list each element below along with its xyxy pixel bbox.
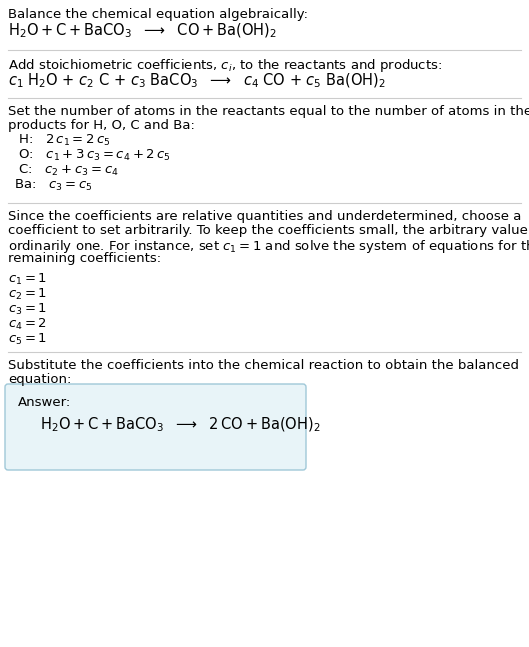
Text: Add stoichiometric coefficients, $c_i$, to the reactants and products:: Add stoichiometric coefficients, $c_i$, … — [8, 57, 442, 74]
Text: $c_4 = 2$: $c_4 = 2$ — [8, 317, 47, 332]
Text: coefficient to set arbitrarily. To keep the coefficients small, the arbitrary va: coefficient to set arbitrarily. To keep … — [8, 224, 529, 237]
Text: Since the coefficients are relative quantities and underdetermined, choose a: Since the coefficients are relative quan… — [8, 210, 522, 223]
Text: $c_3 = 1$: $c_3 = 1$ — [8, 302, 47, 317]
Text: Set the number of atoms in the reactants equal to the number of atoms in the: Set the number of atoms in the reactants… — [8, 105, 529, 118]
Text: H:   $2\,c_1 = 2\,c_5$: H: $2\,c_1 = 2\,c_5$ — [14, 133, 111, 148]
Text: $\mathregular{H_2O + C + BaCO_3}$  $\longrightarrow$  $\mathregular{CO + Ba(OH)_: $\mathregular{H_2O + C + BaCO_3}$ $\long… — [8, 22, 277, 40]
Text: Answer:: Answer: — [18, 396, 71, 409]
Text: remaining coefficients:: remaining coefficients: — [8, 252, 161, 265]
Text: O:   $c_1 + 3\,c_3 = c_4 + 2\,c_5$: O: $c_1 + 3\,c_3 = c_4 + 2\,c_5$ — [14, 148, 170, 163]
Text: Substitute the coefficients into the chemical reaction to obtain the balanced: Substitute the coefficients into the che… — [8, 359, 519, 372]
Text: equation:: equation: — [8, 373, 71, 386]
Text: $c_1 = 1$: $c_1 = 1$ — [8, 272, 47, 287]
Text: $c_1$ $\mathregular{H_2O}$ + $c_2$ C + $c_3$ $\mathregular{BaCO_3}$  $\longright: $c_1$ $\mathregular{H_2O}$ + $c_2$ C + $… — [8, 72, 386, 91]
Text: C:   $c_2 + c_3 = c_4$: C: $c_2 + c_3 = c_4$ — [14, 163, 119, 178]
Text: $c_5 = 1$: $c_5 = 1$ — [8, 332, 47, 347]
Text: products for H, O, C and Ba:: products for H, O, C and Ba: — [8, 119, 195, 132]
Text: Balance the chemical equation algebraically:: Balance the chemical equation algebraica… — [8, 8, 308, 21]
Text: $\mathregular{H_2O + C + BaCO_3}$  $\longrightarrow$  $\mathregular{2\,CO + Ba(O: $\mathregular{H_2O + C + BaCO_3}$ $\long… — [40, 416, 321, 434]
Text: ordinarily one. For instance, set $c_1 = 1$ and solve the system of equations fo: ordinarily one. For instance, set $c_1 =… — [8, 238, 529, 255]
Text: $c_2 = 1$: $c_2 = 1$ — [8, 287, 47, 302]
Text: Ba:   $c_3 = c_5$: Ba: $c_3 = c_5$ — [14, 178, 93, 193]
FancyBboxPatch shape — [5, 384, 306, 470]
